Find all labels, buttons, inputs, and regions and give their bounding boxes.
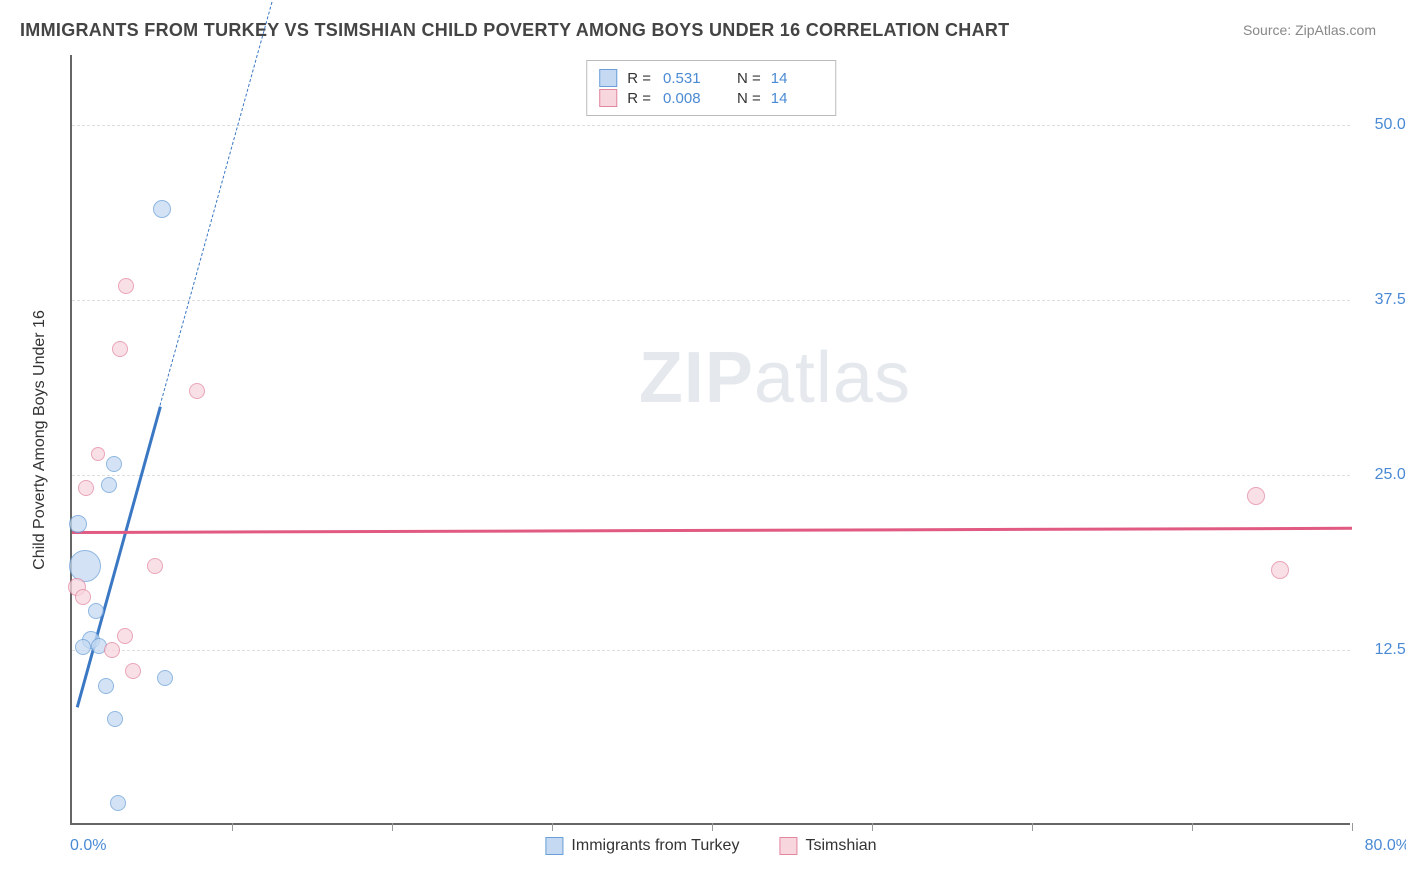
legend-swatch — [779, 837, 797, 855]
legend-swatch — [545, 837, 563, 855]
legend-row: R =0.531N =14 — [599, 69, 823, 87]
gridline — [72, 650, 1350, 651]
data-point — [110, 795, 126, 811]
x-axis-start: 0.0% — [70, 837, 106, 855]
data-point — [88, 603, 104, 619]
legend-item: Tsimshian — [779, 837, 876, 855]
y-tick-label: 50.0% — [1360, 116, 1406, 134]
x-tick — [712, 823, 713, 831]
legend-item: Immigrants from Turkey — [545, 837, 739, 855]
series-legend: Immigrants from Turkey Tsimshian — [545, 837, 876, 855]
data-point — [75, 589, 91, 605]
data-point — [1271, 561, 1289, 579]
data-point — [189, 383, 205, 399]
data-point — [104, 642, 120, 658]
legend-swatch — [599, 89, 617, 107]
gridline — [72, 475, 1350, 476]
source-label: Source: ZipAtlas.com — [1243, 22, 1376, 38]
y-tick-label: 25.0% — [1360, 466, 1406, 484]
y-tick-label: 37.5% — [1360, 291, 1406, 309]
x-tick — [392, 823, 393, 831]
legend-row: R =0.008N =14 — [599, 89, 823, 107]
data-point — [118, 278, 134, 294]
data-point — [117, 628, 133, 644]
data-point — [78, 480, 94, 496]
data-point — [107, 711, 123, 727]
x-tick — [552, 823, 553, 831]
data-point — [157, 670, 173, 686]
correlation-legend: R =0.531N =14 R =0.008N =14 — [586, 60, 836, 116]
data-point — [75, 639, 91, 655]
trendline — [72, 527, 1352, 534]
chart-title: IMMIGRANTS FROM TURKEY VS TSIMSHIAN CHIL… — [20, 20, 1009, 41]
plot-region: ZIPatlas R =0.531N =14R =0.008N =14 Immi… — [70, 55, 1350, 825]
x-tick — [1192, 823, 1193, 831]
legend-swatch — [599, 69, 617, 87]
trendline-extrapolated — [160, 0, 297, 406]
y-axis-title: Child Poverty Among Boys Under 16 — [31, 310, 49, 570]
data-point — [112, 341, 128, 357]
x-tick — [1032, 823, 1033, 831]
x-tick — [872, 823, 873, 831]
data-point — [147, 558, 163, 574]
data-point — [91, 447, 105, 461]
x-tick — [232, 823, 233, 831]
data-point — [101, 477, 117, 493]
data-point — [69, 550, 101, 582]
data-point — [125, 663, 141, 679]
data-point — [153, 200, 171, 218]
x-axis-end: 80.0% — [1365, 837, 1406, 855]
chart-area: Child Poverty Among Boys Under 16 ZIPatl… — [50, 55, 1370, 825]
data-point — [98, 678, 114, 694]
gridline — [72, 125, 1350, 126]
data-point — [69, 515, 87, 533]
data-point — [1247, 487, 1265, 505]
y-tick-label: 12.5% — [1360, 641, 1406, 659]
data-point — [106, 456, 122, 472]
gridline — [72, 300, 1350, 301]
x-tick — [1352, 823, 1353, 831]
watermark: ZIPatlas — [639, 337, 911, 419]
